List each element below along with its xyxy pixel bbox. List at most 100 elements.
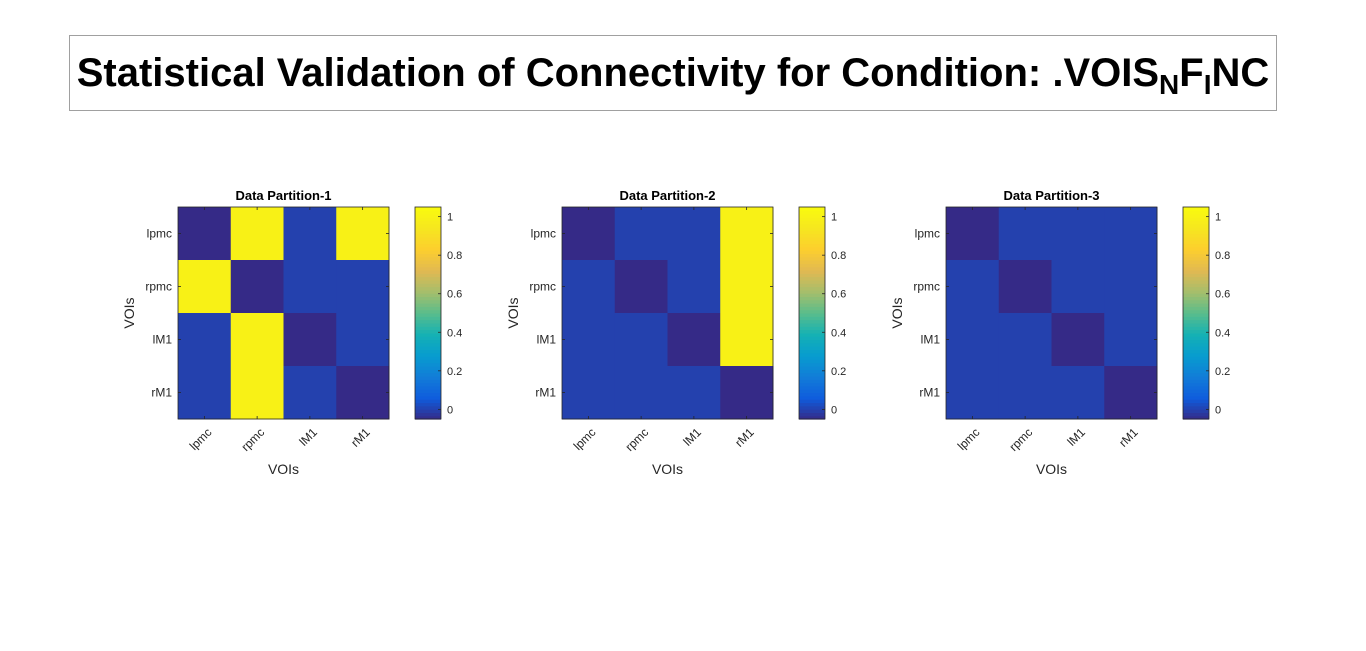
colorbar-step bbox=[1183, 226, 1209, 231]
title-part-4: NC bbox=[1211, 50, 1270, 95]
colorbar-step bbox=[415, 415, 441, 420]
colorbar-step bbox=[1183, 359, 1209, 364]
colorbar-step bbox=[799, 269, 825, 274]
x-tick-label: rM1 bbox=[732, 425, 757, 450]
colorbar-step bbox=[1183, 276, 1209, 281]
colorbar-step bbox=[415, 263, 441, 268]
colorbar-step bbox=[1183, 210, 1209, 215]
colorbar-step bbox=[415, 375, 441, 380]
heatmap-svg: Data Partition-2 lpmc rpmc lM1 rM1 lpmc rpmc lM… bbox=[505, 188, 846, 477]
heatmap-cell bbox=[562, 260, 616, 314]
colorbar-step bbox=[799, 326, 825, 331]
colorbar-step bbox=[415, 283, 441, 288]
heatmap-cell bbox=[1051, 366, 1105, 420]
heatmap-cell bbox=[998, 207, 1052, 261]
y-tick-label: lM1 bbox=[921, 333, 941, 347]
colorbar-step bbox=[1183, 385, 1209, 390]
heatmap-panel-2: Data Partition-2 lpmc rpmc lM1 rM1 lpmc rpmc lM… bbox=[494, 180, 874, 490]
colorbar-step bbox=[1183, 313, 1209, 317]
colorbar-step bbox=[799, 289, 825, 294]
x-axis-label: VOIs bbox=[1036, 461, 1067, 477]
colorbar-step bbox=[1183, 402, 1209, 407]
colorbar-step bbox=[799, 299, 825, 304]
colorbar-step bbox=[799, 226, 825, 231]
colorbar-step bbox=[415, 362, 441, 367]
x-tick-label: lM1 bbox=[296, 425, 320, 449]
colorbar-tick-label: 0.4 bbox=[831, 327, 846, 339]
colorbar-step bbox=[415, 210, 441, 215]
colorbar-step bbox=[415, 382, 441, 387]
colorbar-step bbox=[415, 336, 441, 341]
heatmap-cell bbox=[946, 366, 1000, 420]
y-tick-label: rM1 bbox=[151, 386, 172, 400]
heatmap-cell bbox=[667, 207, 721, 261]
colorbar-step bbox=[415, 356, 441, 360]
colorbar-tick-label: 0 bbox=[447, 404, 453, 416]
heatmap-cell bbox=[667, 260, 721, 314]
colorbar-frame bbox=[414, 206, 442, 420]
colorbar-step bbox=[415, 266, 441, 271]
heatmap-cell bbox=[720, 366, 774, 420]
colorbar-step bbox=[415, 220, 441, 225]
colorbar-step bbox=[799, 375, 825, 380]
colorbar-step bbox=[799, 366, 825, 370]
colorbar-step bbox=[799, 243, 825, 248]
colorbar-step bbox=[799, 256, 825, 261]
y-axis-label: VOIs bbox=[889, 297, 905, 328]
colorbar-tick-label: 1 bbox=[1215, 212, 1221, 224]
colorbar-step bbox=[1183, 286, 1209, 291]
colorbar-step bbox=[415, 223, 441, 228]
y-tick-label: lpmc bbox=[915, 227, 940, 241]
colorbar-step bbox=[799, 236, 825, 241]
colorbar-step bbox=[415, 279, 441, 284]
colorbar-step bbox=[415, 346, 441, 351]
heatmap-cell bbox=[562, 366, 616, 420]
x-tick-label: lpmc bbox=[955, 425, 983, 453]
colorbar-step bbox=[799, 339, 825, 344]
heatmap-cell bbox=[1051, 207, 1105, 261]
x-tick-label: rpmc bbox=[238, 425, 267, 454]
colorbar-step bbox=[415, 250, 441, 254]
heatmap-cell bbox=[720, 207, 774, 261]
colorbar-step bbox=[1183, 296, 1209, 301]
colorbar-step bbox=[799, 336, 825, 341]
heatmap-cell bbox=[336, 366, 390, 420]
colorbar-step bbox=[1183, 379, 1209, 384]
colorbar-step bbox=[415, 236, 441, 241]
colorbar-step bbox=[799, 210, 825, 215]
colorbar-step bbox=[1183, 303, 1209, 307]
colorbar-tick-label: 0.8 bbox=[1215, 250, 1230, 262]
colorbar-step bbox=[799, 329, 825, 334]
colorbar-step bbox=[799, 306, 825, 311]
colorbar-step bbox=[415, 243, 441, 248]
heatmap-cell bbox=[614, 207, 668, 261]
colorbar-step bbox=[799, 395, 825, 400]
colorbar-step bbox=[1183, 329, 1209, 334]
heatmap-cell bbox=[230, 366, 284, 420]
colorbar-step bbox=[415, 332, 441, 337]
colorbar-step bbox=[415, 313, 441, 317]
colorbar-step bbox=[415, 359, 441, 364]
colorbar-step bbox=[1183, 356, 1209, 360]
colorbar-step bbox=[1183, 266, 1209, 271]
colorbar-step bbox=[799, 303, 825, 307]
heatmap-cell bbox=[614, 366, 668, 420]
heatmap-frame bbox=[561, 206, 774, 420]
y-tick-label: rM1 bbox=[535, 386, 556, 400]
colorbar-step bbox=[799, 372, 825, 377]
colorbar-step bbox=[415, 260, 441, 264]
colorbar-step bbox=[1183, 283, 1209, 288]
x-tick-label: lpmc bbox=[571, 425, 599, 453]
colorbar-step bbox=[1183, 243, 1209, 248]
colorbar-step bbox=[799, 313, 825, 317]
colorbar-step bbox=[415, 409, 441, 413]
colorbar-step bbox=[1183, 213, 1209, 218]
heatmap-cell bbox=[1104, 207, 1158, 261]
y-axis-label: VOIs bbox=[505, 297, 521, 328]
colorbar-step bbox=[1183, 415, 1209, 420]
colorbar-step bbox=[415, 299, 441, 304]
heatmap-cell bbox=[336, 313, 390, 367]
heatmap-cell bbox=[230, 260, 284, 314]
colorbar-step bbox=[799, 392, 825, 397]
colorbar-tick-label: 0.6 bbox=[447, 289, 462, 301]
